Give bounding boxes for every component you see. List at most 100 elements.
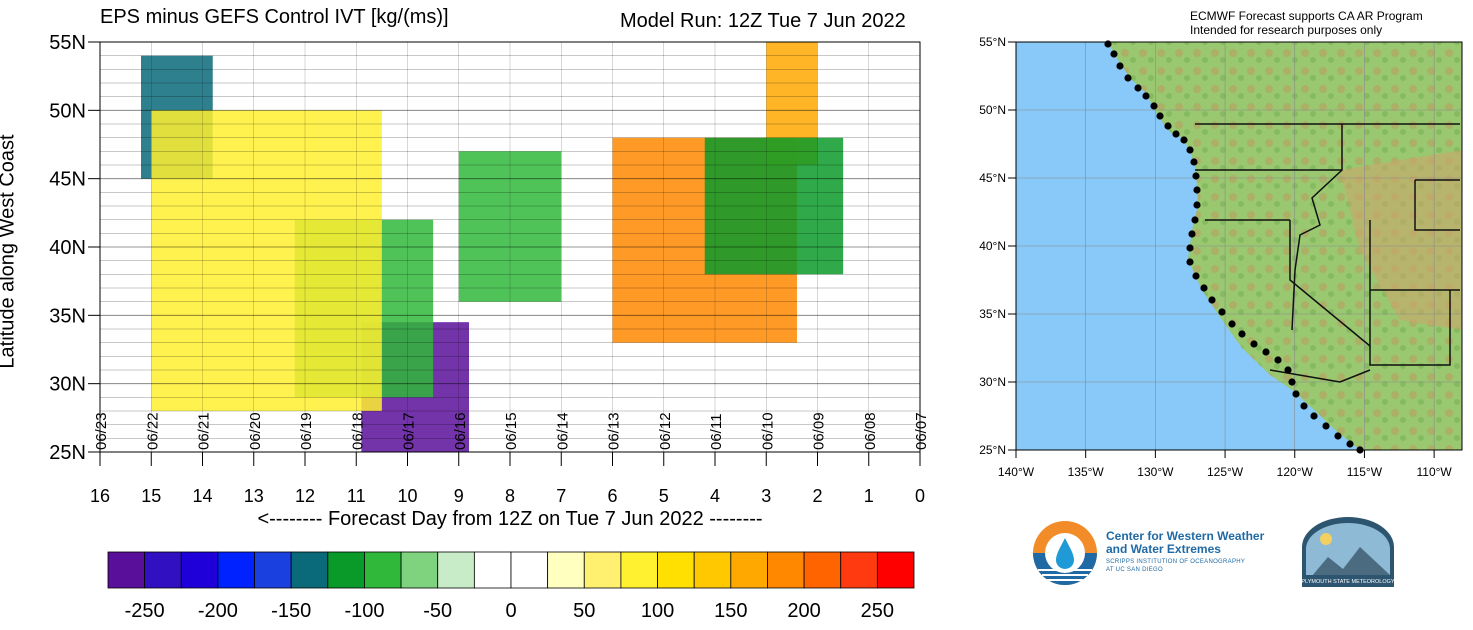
colorbar-swatch bbox=[217, 551, 255, 589]
date-label: 06/22 bbox=[144, 412, 161, 450]
map-lat-label: 35°N bbox=[979, 307, 1006, 321]
coast-point bbox=[1142, 92, 1150, 100]
coast-point bbox=[1274, 356, 1282, 364]
map-lon-label: 120°W bbox=[1277, 465, 1314, 479]
colorbar-swatch bbox=[437, 551, 475, 589]
map-lon-label: 135°W bbox=[1068, 465, 1105, 479]
map-lon-label: 125°W bbox=[1207, 465, 1244, 479]
map-lon-label: 130°W bbox=[1137, 465, 1174, 479]
colorbar: -250 -200 -150 -100 -50 0 50 100 150 200 250 bbox=[107, 551, 915, 622]
coast-point bbox=[1190, 158, 1198, 166]
date-label: 06/08 bbox=[862, 412, 879, 450]
y-tick-label: 35N bbox=[49, 305, 86, 327]
colorbar-swatch bbox=[400, 551, 439, 589]
coast-point bbox=[1150, 102, 1158, 110]
coast-point bbox=[1180, 136, 1188, 144]
plymouth-label: PLYMOUTH STATE METEOROLOGY bbox=[1301, 579, 1395, 585]
date-label: 06/09 bbox=[811, 412, 828, 450]
coast-point bbox=[1300, 402, 1308, 410]
coast-point bbox=[1104, 40, 1112, 48]
y-tick-label: 55N bbox=[49, 32, 86, 54]
y-tick-label: 25N bbox=[49, 442, 86, 464]
x-tick-label: 10 bbox=[397, 486, 417, 506]
colorbar-swatch bbox=[876, 551, 915, 589]
colorbar-swatch bbox=[657, 551, 695, 589]
y-tick-label: 30N bbox=[49, 374, 86, 396]
colorbar-tick-label: -50 bbox=[423, 600, 452, 622]
date-label: 06/12 bbox=[657, 412, 674, 450]
colorbar-swatch bbox=[180, 551, 219, 589]
x-tick-label: 2 bbox=[812, 486, 822, 506]
map-lat-label: 30°N bbox=[979, 375, 1006, 389]
date-label: 06/23 bbox=[93, 412, 110, 450]
date-label: 06/15 bbox=[503, 412, 520, 450]
x-axis-label: <-------- Forecast Day from 12Z on Tue 7… bbox=[257, 508, 763, 530]
coast-point bbox=[1156, 112, 1164, 120]
x-tick-label: 6 bbox=[607, 486, 617, 506]
map-lon-label: 110°W bbox=[1416, 465, 1452, 479]
west-coast-map: 55°N 50°N 45°N 40°N 35°N 30°N 25°N 140°W 135°W 13… bbox=[979, 35, 1463, 479]
colorbar-swatch bbox=[254, 551, 292, 589]
colorbar-tick-label: -250 bbox=[125, 600, 165, 622]
date-label: 06/14 bbox=[554, 412, 571, 450]
date-label: 06/20 bbox=[247, 412, 264, 450]
map-lat-label: 50°N bbox=[979, 103, 1006, 117]
colorbar-tick-label: 250 bbox=[861, 600, 894, 622]
colorbar-swatch bbox=[547, 551, 585, 589]
coast-point bbox=[1188, 230, 1196, 238]
chart-title: EPS minus GEFS Control IVT [kg/(ms)] bbox=[100, 6, 449, 28]
colorbar-swatch bbox=[767, 551, 805, 589]
colorbar-swatch bbox=[364, 551, 402, 589]
coast-point bbox=[1228, 320, 1236, 328]
coast-point bbox=[1186, 258, 1194, 266]
coast-point bbox=[1192, 272, 1200, 280]
interior-desert bbox=[1340, 150, 1462, 330]
date-label: 06/21 bbox=[196, 412, 213, 450]
colorbar-swatch bbox=[730, 551, 768, 589]
colorbar-tick-label: -200 bbox=[198, 600, 238, 622]
coast-point bbox=[1250, 340, 1258, 348]
coast-point bbox=[1284, 366, 1292, 374]
x-tick-label: 13 bbox=[244, 486, 264, 506]
coast-point bbox=[1134, 84, 1142, 92]
model-run-label: Model Run: 12Z Tue 7 Jun 2022 bbox=[620, 10, 906, 32]
colorbar-swatch bbox=[583, 551, 622, 589]
colorbar-swatch bbox=[107, 551, 146, 589]
coast-point bbox=[1208, 296, 1216, 304]
map-labels: 55°N 50°N 45°N 40°N 35°N 30°N 25°N 140°W 135°W 13… bbox=[979, 35, 1452, 479]
coast-point bbox=[1116, 62, 1124, 70]
coast-point bbox=[1346, 440, 1354, 448]
coast-point bbox=[1193, 201, 1201, 209]
date-label: 06/10 bbox=[759, 412, 776, 450]
y-tick-label: 45N bbox=[49, 169, 86, 191]
colorbar-swatch bbox=[693, 551, 732, 589]
coast-point bbox=[1124, 74, 1132, 82]
note-line-2: Intended for research purposes only bbox=[1190, 23, 1383, 37]
colorbar-tick-label: 150 bbox=[714, 600, 747, 622]
x-tick-label: 0 bbox=[915, 486, 925, 506]
date-label: 06/16 bbox=[452, 412, 469, 450]
colorbar-swatch bbox=[473, 551, 512, 589]
colorbar-swatch bbox=[327, 551, 365, 589]
y-tick-label: 50N bbox=[49, 100, 86, 122]
coast-point bbox=[1192, 172, 1200, 180]
colorbar-swatch bbox=[290, 551, 329, 589]
coast-points bbox=[1104, 40, 1364, 454]
date-label: 06/07 bbox=[913, 412, 930, 450]
coast-point bbox=[1292, 390, 1300, 398]
state-borders bbox=[1195, 123, 1460, 383]
colorbar-swatch bbox=[840, 551, 878, 589]
x-tick-label: 8 bbox=[505, 486, 515, 506]
x-tick-label: 1 bbox=[864, 486, 874, 506]
cw3e-emblem bbox=[1033, 521, 1097, 585]
x-tick-label: 14 bbox=[192, 486, 212, 506]
colorbar-swatch bbox=[803, 551, 842, 589]
y-tick-label: 40N bbox=[49, 237, 86, 259]
disclaimer-note: ECMWF Forecast supports CA AR Program In… bbox=[1190, 9, 1423, 37]
x-tick-label: 12 bbox=[295, 486, 315, 506]
date-label: 06/18 bbox=[349, 412, 366, 450]
map-lat-label: 45°N bbox=[979, 171, 1006, 185]
colorbar-tick-label: -100 bbox=[344, 600, 384, 622]
x-tick-label: 11 bbox=[347, 486, 366, 506]
